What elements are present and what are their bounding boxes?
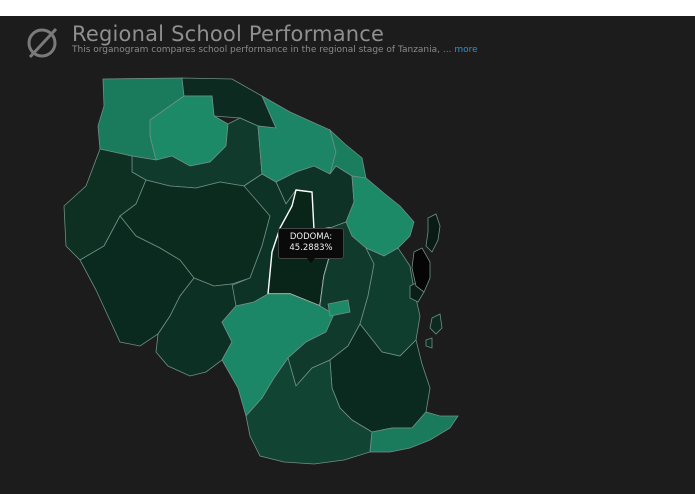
region-kilolo[interactable] — [327, 299, 351, 317]
region-ruvuma[interactable] — [245, 357, 373, 465]
subtitle-text: This organogram compares school performa… — [72, 45, 443, 55]
slashed-circle-logo-icon — [27, 27, 58, 59]
page-title: Regional School Performance — [72, 22, 385, 46]
island-pemba[interactable] — [425, 213, 441, 253]
region-tooltip: DODOMA: 45.2883% — [278, 228, 344, 263]
tooltip-region-name: DODOMA: — [289, 232, 333, 242]
region-arusha[interactable] — [257, 95, 337, 183]
island-unguja[interactable] — [411, 247, 431, 293]
page-subtitle: This organogram compares school performa… — [72, 45, 478, 55]
dashboard-panel: Regional School Performance This organog… — [0, 16, 695, 494]
tooltip-region-value: 45.2883% — [289, 243, 333, 253]
island-mafia[interactable] — [429, 313, 443, 335]
region-mtwara[interactable] — [369, 411, 459, 453]
tanzania-choropleth-map — [63, 77, 459, 465]
island-small[interactable] — [425, 337, 433, 349]
more-link[interactable]: ... more — [442, 45, 478, 55]
